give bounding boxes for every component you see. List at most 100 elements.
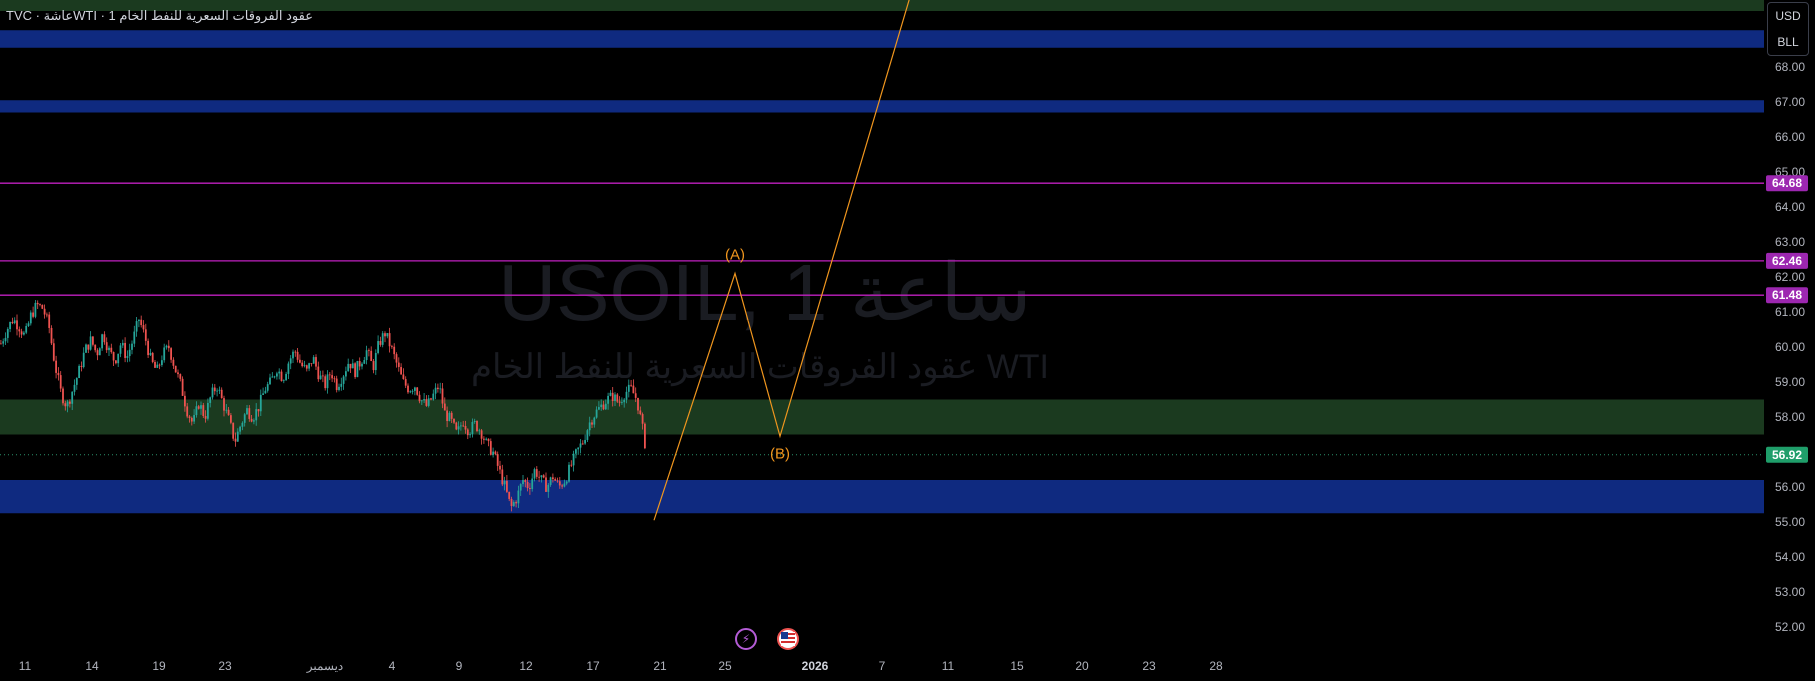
candle bbox=[591, 419, 593, 429]
candle bbox=[18, 326, 21, 338]
candle bbox=[11, 317, 14, 325]
volume-unit-label[interactable]: BLL bbox=[1777, 35, 1799, 49]
candle bbox=[365, 345, 368, 365]
candle bbox=[112, 351, 115, 366]
candle bbox=[524, 478, 527, 488]
unit-selector[interactable]: USD BLL bbox=[1767, 2, 1809, 56]
time-tick-label: 14 bbox=[85, 659, 99, 673]
us-flag-icon[interactable] bbox=[777, 628, 799, 650]
zone-blue-2 bbox=[0, 30, 1764, 48]
abc-wave-line[interactable] bbox=[653, 0, 910, 521]
candle bbox=[529, 483, 531, 495]
candle bbox=[165, 344, 168, 350]
candle bbox=[43, 304, 46, 319]
candle bbox=[13, 317, 16, 325]
candle bbox=[140, 315, 143, 328]
wave-label-b[interactable]: (B) bbox=[770, 445, 790, 462]
candle bbox=[331, 370, 333, 382]
time-tick-label: 23 bbox=[218, 659, 232, 673]
candle bbox=[55, 355, 57, 379]
candle bbox=[184, 391, 186, 412]
time-tick-label: 20 bbox=[1075, 659, 1089, 673]
candle bbox=[554, 477, 557, 481]
price-axis-bg[interactable] bbox=[1765, 0, 1815, 681]
candle bbox=[570, 460, 573, 468]
candle bbox=[264, 386, 267, 394]
candle bbox=[128, 343, 131, 362]
candle bbox=[41, 304, 44, 310]
candle bbox=[558, 477, 561, 489]
candle bbox=[89, 331, 92, 351]
candle bbox=[319, 370, 322, 380]
candle bbox=[121, 339, 124, 349]
candle bbox=[457, 421, 460, 435]
candle bbox=[540, 475, 543, 483]
candle bbox=[186, 403, 189, 419]
time-axis: 11 14 19 23 ديسمبر 4 9 12 17 21 25 2026 7 11 15 20 23 28 bbox=[19, 659, 1223, 673]
zone-blue-3 bbox=[0, 100, 1764, 113]
candle bbox=[611, 387, 614, 407]
currency-label[interactable]: USD bbox=[1775, 9, 1801, 23]
candle bbox=[508, 491, 511, 502]
candle bbox=[200, 401, 202, 415]
candle bbox=[119, 343, 122, 358]
candle bbox=[614, 392, 616, 406]
candle bbox=[630, 380, 632, 388]
candle bbox=[588, 416, 591, 437]
candle bbox=[368, 348, 370, 357]
price-tick-label: 52.00 bbox=[1775, 620, 1805, 634]
candle bbox=[430, 397, 432, 401]
price-tick-label: 64.00 bbox=[1775, 200, 1805, 214]
candle bbox=[257, 409, 260, 417]
time-tick-label: 28 bbox=[1209, 659, 1223, 673]
candle bbox=[404, 376, 407, 389]
candle bbox=[485, 437, 488, 441]
candle bbox=[0, 339, 2, 345]
candle bbox=[292, 349, 294, 364]
candle bbox=[271, 372, 274, 378]
candle bbox=[478, 428, 481, 435]
candle bbox=[115, 360, 117, 365]
candle bbox=[568, 462, 570, 483]
candle bbox=[29, 310, 32, 326]
candle bbox=[280, 369, 283, 382]
candle bbox=[480, 428, 483, 445]
wave-label-a[interactable]: (A) bbox=[725, 247, 745, 264]
candle bbox=[471, 418, 474, 438]
lightning-icon[interactable]: ⚡ bbox=[735, 628, 757, 650]
candle bbox=[395, 352, 398, 368]
candle bbox=[400, 363, 402, 375]
candle bbox=[351, 359, 354, 369]
price-tick-label: 56.00 bbox=[1775, 480, 1805, 494]
candle bbox=[133, 325, 136, 348]
candle bbox=[188, 415, 191, 423]
candle bbox=[621, 397, 623, 405]
candle bbox=[177, 369, 179, 378]
candle bbox=[220, 387, 223, 399]
candle bbox=[147, 338, 149, 358]
candle bbox=[641, 412, 644, 430]
candle bbox=[535, 466, 538, 480]
candle bbox=[179, 373, 182, 382]
candle bbox=[379, 336, 382, 347]
candle bbox=[170, 347, 172, 363]
candle bbox=[439, 382, 442, 394]
candle bbox=[135, 317, 138, 337]
candle bbox=[374, 349, 377, 375]
candle bbox=[340, 377, 343, 391]
watermark: USOIL, 1 ساعة عقود الفروقات السعرية للنف… bbox=[471, 248, 1049, 387]
candle bbox=[496, 451, 499, 471]
price-tick-label: 62.00 bbox=[1775, 270, 1805, 284]
candle bbox=[138, 319, 140, 328]
candle bbox=[402, 368, 405, 380]
candle bbox=[96, 348, 99, 361]
candle bbox=[425, 395, 428, 407]
candle bbox=[161, 355, 163, 367]
candle bbox=[64, 400, 67, 411]
candle bbox=[637, 397, 639, 415]
candle bbox=[533, 467, 536, 482]
candle bbox=[644, 422, 646, 450]
candle bbox=[262, 387, 264, 396]
time-tick-label: 19 bbox=[152, 659, 166, 673]
